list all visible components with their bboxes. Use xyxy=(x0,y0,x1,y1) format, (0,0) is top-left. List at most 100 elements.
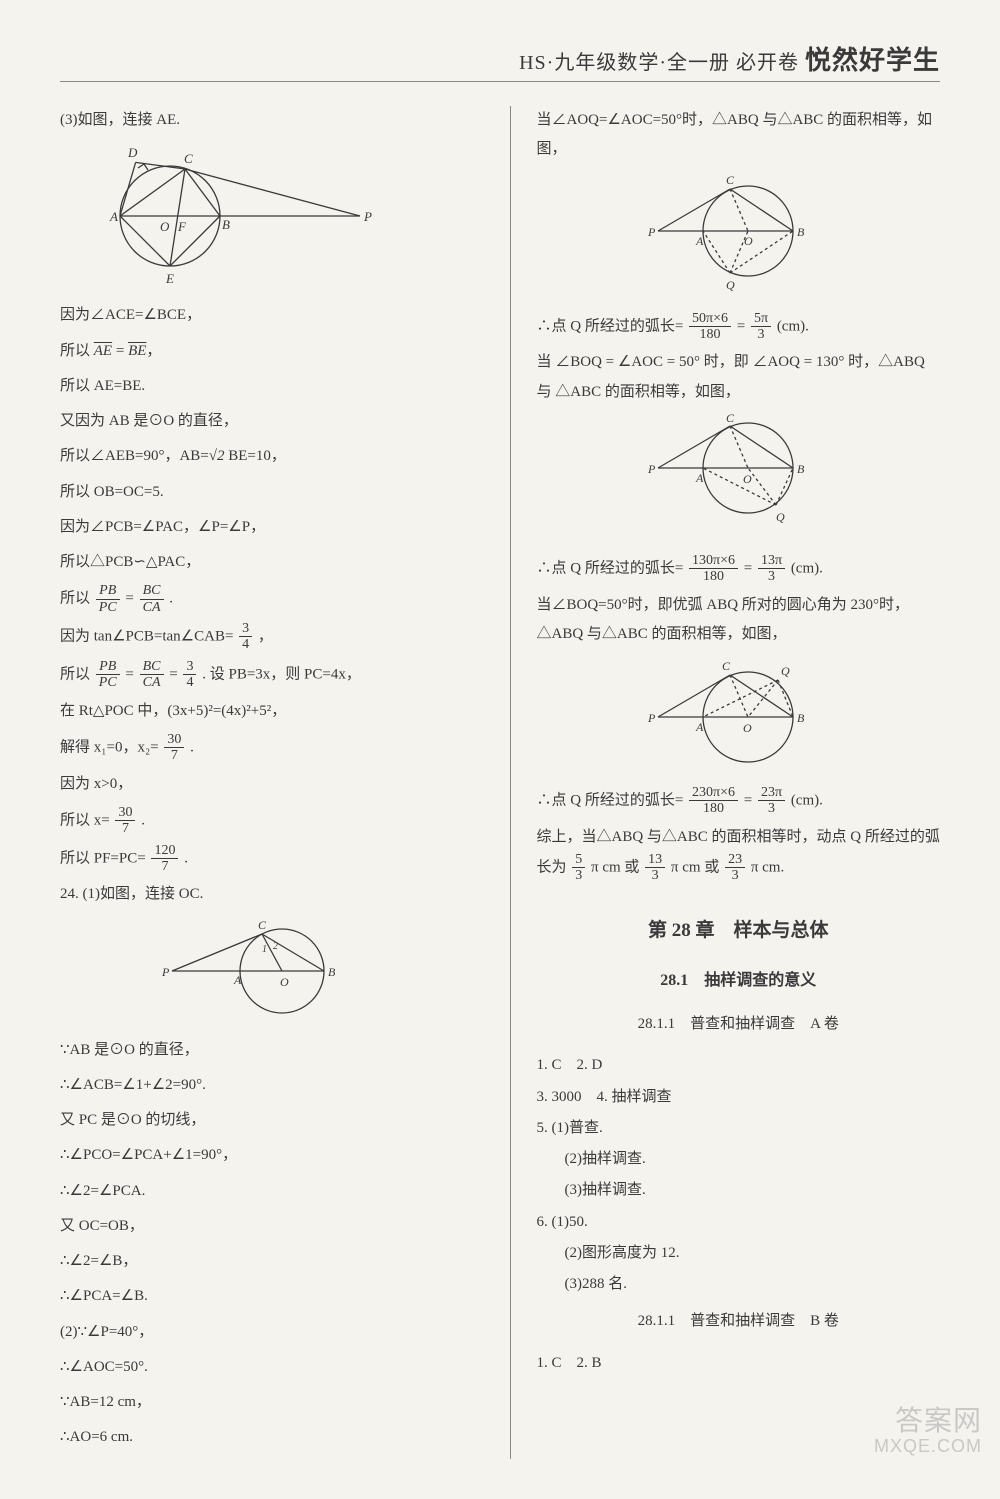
t: (cm). xyxy=(777,318,809,334)
answer-line: 1. C 2. D xyxy=(537,1051,941,1080)
num: PB xyxy=(96,659,120,675)
line: ∴∠2=∠B， xyxy=(60,1247,464,1276)
den: 3 xyxy=(725,868,745,883)
den: 4 xyxy=(183,675,196,690)
t: ， xyxy=(258,628,273,644)
arc-be: BE xyxy=(128,343,146,359)
line: ∴点 Q 所经过的弧长= 50π×6180 = 5π3 (cm). xyxy=(537,311,941,343)
line: ∴∠AOC=50°. xyxy=(60,1353,464,1382)
den: 3 xyxy=(758,801,785,816)
t: 所以 xyxy=(60,591,94,607)
line: 在 Rt△POC 中，(3x+5)²=(4x)²+5²， xyxy=(60,697,464,726)
num: 23 xyxy=(725,852,745,868)
section-title: 28.1 抽样调查的意义 xyxy=(537,965,941,996)
fig2-C: C xyxy=(258,918,267,932)
figure-3: P A B C O Q xyxy=(537,171,941,301)
den: CA xyxy=(140,600,164,615)
den: 180 xyxy=(689,801,738,816)
line: 所以 PBPC = BCCA . xyxy=(60,583,464,615)
num: 50π×6 xyxy=(689,311,731,327)
fig2-P: P xyxy=(161,965,170,979)
num: 230π×6 xyxy=(689,785,738,801)
num: 130π×6 xyxy=(689,553,738,569)
num: 13π xyxy=(758,553,785,569)
line: 所以△PCB∽△PAC， xyxy=(60,548,464,577)
fig1-O: O xyxy=(160,219,170,234)
fig1-C: C xyxy=(184,151,193,166)
fig1-P: P xyxy=(363,209,372,224)
fig3-C: C xyxy=(726,173,735,187)
line: ∴∠PCA=∠B. xyxy=(60,1282,464,1311)
line: 所以 PF=PC= 1207 . xyxy=(60,843,464,875)
den: PC xyxy=(96,600,120,615)
den: 3 xyxy=(751,327,771,342)
t: = xyxy=(744,792,756,808)
line: 所以 AE = BE， xyxy=(60,337,464,366)
line: ∵AB 是⊙O 的直径， xyxy=(60,1036,464,1065)
fig2-2: 2 xyxy=(273,941,278,952)
fig5-Q: Q xyxy=(781,664,790,678)
line: 又 PC 是⊙O 的切线， xyxy=(60,1106,464,1135)
answer-line: (2)抽样调查. xyxy=(537,1145,941,1174)
t: 所以 PF=PC= xyxy=(60,850,149,866)
fig1-F: F xyxy=(177,219,187,234)
fig3-O: O xyxy=(744,234,753,248)
den: 4 xyxy=(239,637,252,652)
fig1-D: D xyxy=(127,145,138,160)
fig4-Q: Q xyxy=(776,510,785,524)
den: 7 xyxy=(115,821,135,836)
subsection-a: 28.1.1 普查和抽样调查 A 卷 xyxy=(537,1010,941,1039)
t: . xyxy=(141,812,145,828)
line: 解得 x₁=0，x₂= 307 . xyxy=(60,732,464,764)
den: 3 xyxy=(572,868,585,883)
figure-1: A B C D E F O P xyxy=(80,141,464,291)
num: BC xyxy=(140,583,164,599)
line: 因为∠ACE=∠BCE， xyxy=(60,301,464,330)
line: ∴AO=6 cm. xyxy=(60,1423,464,1452)
t: 所以∠AEB=90°，AB= xyxy=(60,448,209,464)
line: 又 OC=OB， xyxy=(60,1212,464,1241)
num: 3 xyxy=(239,621,252,637)
line: 因为 x>0， xyxy=(60,770,464,799)
line: 因为 tan∠PCB=tan∠CAB= 34 ， xyxy=(60,621,464,653)
figure-5: P A B C O Q xyxy=(537,655,941,775)
line: 当 ∠BOQ = ∠AOC = 50° 时，即 ∠AOQ = 130° 时，△A… xyxy=(537,348,941,407)
arc-ae: AE xyxy=(94,343,112,359)
fig5-B: B xyxy=(797,711,805,725)
num: PB xyxy=(96,583,120,599)
t: 解得 x₁=0，x₂= xyxy=(60,739,162,755)
num: 30 xyxy=(164,732,184,748)
fig1-E: E xyxy=(165,271,174,286)
den: 3 xyxy=(645,868,665,883)
fig2-1: 1 xyxy=(262,944,267,955)
fig3-Q: Q xyxy=(726,278,735,292)
t: (cm). xyxy=(791,560,823,576)
subsection-b: 28.1.1 普查和抽样调查 B 卷 xyxy=(537,1307,941,1336)
num: 13 xyxy=(645,852,665,868)
root2: √2 xyxy=(209,448,225,464)
line: ∴∠PCO=∠PCA+∠1=90°， xyxy=(60,1141,464,1170)
t: π cm 或 xyxy=(591,859,643,875)
header-brand: 悦然好学生 xyxy=(805,40,940,77)
fig3-P: P xyxy=(647,225,656,239)
page-header: HS·九年级数学·全一册 必开卷 悦然好学生 xyxy=(60,40,940,82)
fig2-B: B xyxy=(328,965,336,979)
fig5-P: P xyxy=(647,711,656,725)
fig5-C: C xyxy=(722,659,731,673)
line: (3)如图，连接 AE. xyxy=(60,106,464,135)
line: 所以 OB=OC=5. xyxy=(60,478,464,507)
line: ∴点 Q 所经过的弧长= 230π×6180 = 23π3 (cm). xyxy=(537,785,941,817)
right-column: 当∠AOQ=∠AOC=50°时，△ABQ 与△ABC 的面积相等，如图， xyxy=(510,106,941,1459)
den: 7 xyxy=(151,859,178,874)
answer-line: (3)抽样调查. xyxy=(537,1176,941,1205)
num: BC xyxy=(140,659,164,675)
line: ∵AB=12 cm， xyxy=(60,1388,464,1417)
fig3-A: A xyxy=(695,234,704,248)
num: 120 xyxy=(151,843,178,859)
t: = xyxy=(744,560,756,576)
t: . xyxy=(184,850,188,866)
den: 3 xyxy=(758,569,785,584)
fig4-P: P xyxy=(647,462,656,476)
line: 所以 AE=BE. xyxy=(60,372,464,401)
line: ∴∠2=∠PCA. xyxy=(60,1177,464,1206)
